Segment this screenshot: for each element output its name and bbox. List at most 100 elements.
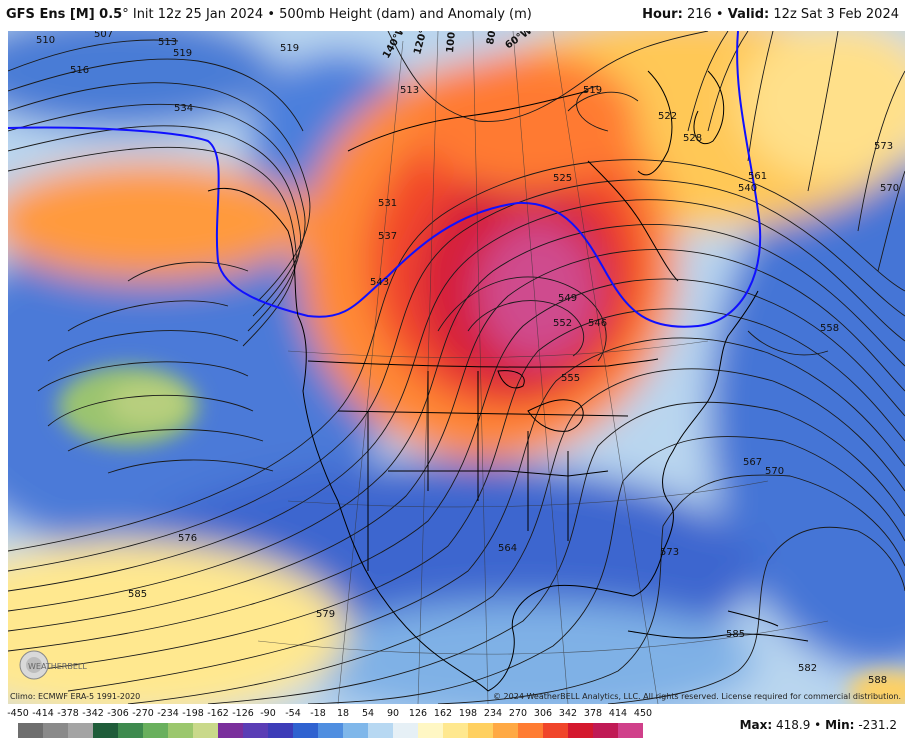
colorbar-swatch — [518, 723, 543, 738]
colorbar-swatches — [18, 723, 643, 738]
colorbar-tick: -342 — [82, 708, 104, 719]
colorbar-tick: 54 — [361, 708, 375, 719]
contour-label: 546 — [588, 318, 607, 329]
colorbar-swatch — [293, 723, 318, 738]
weatherbell-logo: WEATHERBELL — [14, 645, 94, 685]
contour-label: 525 — [553, 173, 572, 184]
weather-map: 510 507 516 513 519 534 519 513 519 522 … — [8, 31, 905, 704]
colorbar-tick: 18 — [336, 708, 350, 719]
colorbar-tick: 378 — [583, 708, 603, 719]
contour-label: 519 — [583, 85, 602, 96]
min-label: Min: — [825, 718, 855, 732]
colorbar-tick: -306 — [107, 708, 129, 719]
anomaly-field — [8, 31, 905, 704]
logo-icon: WEATHERBELL — [19, 650, 87, 680]
climo-note: Climo: ECMWF ERA-5 1991-2020 — [10, 692, 141, 701]
colorbar-swatch — [318, 723, 343, 738]
colorbar-ticks: -450 -414 -378 -342 -306 -270 -234 -198 -162 -126… — [7, 708, 670, 720]
contour-label: 567 — [743, 457, 762, 468]
colorbar-tick: -378 — [57, 708, 79, 719]
anomaly-patch — [848, 671, 905, 704]
anomaly-minimum-core — [108, 381, 188, 425]
colorbar-swatch — [193, 723, 218, 738]
colorbar-tick: -450 — [7, 708, 29, 719]
max-label: Max: — [739, 718, 773, 732]
contour-labels: 510 507 516 513 519 534 519 513 519 522 … — [36, 31, 899, 686]
colorbar-tick: 414 — [608, 708, 628, 719]
contour-label: 528 — [683, 133, 702, 144]
colorbar-swatch — [143, 723, 168, 738]
contour-label: 585 — [726, 629, 745, 640]
lon-label: 100°W — [445, 31, 459, 53]
coastlines — [207, 70, 809, 692]
contour-label: 573 — [660, 547, 679, 558]
colorbar-tick: -234 — [157, 708, 179, 719]
colorbar-tick: 306 — [533, 708, 553, 719]
init-time: Init 12z 25 Jan 2024 — [132, 7, 264, 22]
separator: • — [267, 7, 276, 22]
contour-label: 552 — [553, 318, 572, 329]
colorbar-tick: -18 — [310, 708, 326, 719]
colorbar-tick: -54 — [285, 708, 301, 719]
height-contours — [8, 31, 905, 704]
contour-label: 531 — [378, 198, 397, 209]
valid-label: Valid: — [727, 7, 770, 22]
colorbar-tick: 198 — [458, 708, 478, 719]
model-name: GFS Ens [M] 0.5 — [6, 7, 123, 22]
contour-label: 573 — [874, 141, 893, 152]
colorbar-swatch — [418, 723, 443, 738]
valid-value: 12z Sat 3 Feb 2024 — [773, 7, 899, 22]
max-value: 418.9 — [775, 718, 811, 732]
min-value: -231.2 — [858, 718, 897, 732]
colorbar-swatch — [243, 723, 268, 738]
colorbar: -450 -414 -378 -342 -306 -270 -234 -198 -162 -126… — [7, 707, 652, 747]
colorbar-swatch — [68, 723, 93, 738]
contour-label: 576 — [178, 533, 197, 544]
colorbar-swatch — [618, 723, 643, 738]
contour-label: 522 — [658, 111, 677, 122]
colorbar-tick: 342 — [558, 708, 578, 719]
contour-label: 588 — [868, 675, 887, 686]
colorbar-swatch — [93, 723, 118, 738]
colorbar-tick: 270 — [508, 708, 528, 719]
colorbar-tick: -414 — [32, 708, 54, 719]
highlight-contour — [8, 31, 762, 328]
contour-label: 582 — [798, 663, 817, 674]
contour-label: 570 — [880, 183, 899, 194]
colorbar-tick: -270 — [132, 708, 154, 719]
hour-label: Hour: — [642, 7, 683, 22]
colorbar-swatch — [568, 723, 593, 738]
contour-label: 513 — [400, 85, 419, 96]
contour-label: 513 — [158, 37, 177, 48]
copyright: © 2024 WeatherBELL Analytics, LLC. All r… — [493, 692, 901, 701]
product-name: 500mb Height (dam) and Anomaly (m) — [279, 7, 532, 22]
map-canvas: 510 507 516 513 519 534 519 513 519 522 … — [8, 31, 905, 704]
colorbar-swatch — [168, 723, 193, 738]
valid-time: Hour: 216 • Valid: 12z Sat 3 Feb 2024 — [642, 7, 899, 22]
colorbar-swatch — [268, 723, 293, 738]
contour-label: 564 — [498, 543, 517, 554]
contour-label: 534 — [174, 103, 193, 114]
colorbar-swatch — [18, 723, 43, 738]
colorbar-swatch — [393, 723, 418, 738]
colorbar-tick: -162 — [207, 708, 229, 719]
separator: • — [814, 718, 822, 732]
hour-value: 216 — [686, 7, 712, 22]
colorbar-tick: 450 — [633, 708, 653, 719]
colorbar-swatch — [368, 723, 393, 738]
map-title: GFS Ens [M] 0.5° Init 12z 25 Jan 2024 • … — [6, 7, 532, 22]
contour-label: 555 — [561, 373, 580, 384]
contour-label: 585 — [128, 589, 147, 600]
colorbar-swatch — [443, 723, 468, 738]
header: GFS Ens [M] 0.5° Init 12z 25 Jan 2024 • … — [0, 0, 913, 30]
contour-label: 510 — [36, 35, 55, 46]
colorbar-tick: 90 — [386, 708, 400, 719]
colorbar-tick: 234 — [483, 708, 503, 719]
colorbar-swatch — [493, 723, 518, 738]
colorbar-tick: -198 — [182, 708, 204, 719]
colorbar-swatch — [543, 723, 568, 738]
colorbar-swatch — [118, 723, 143, 738]
colorbar-tick: -126 — [232, 708, 254, 719]
contour-label: 516 — [70, 65, 89, 76]
contour-label: 507 — [94, 31, 113, 40]
